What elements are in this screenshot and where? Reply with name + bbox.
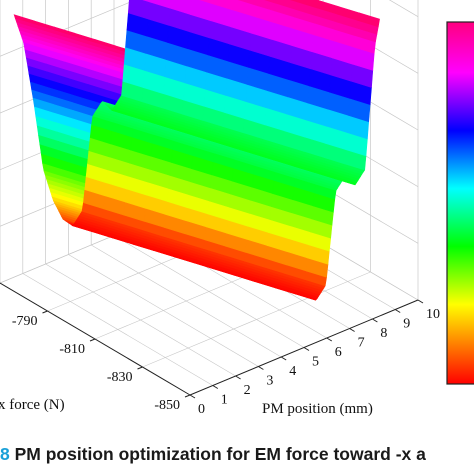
surface-plot <box>13 0 380 301</box>
y-tick-mark <box>89 338 96 342</box>
x-tick-mark <box>258 366 264 370</box>
y-tick-label: -810 <box>59 342 85 357</box>
surface-patch <box>199 0 213 4</box>
surface-patch <box>264 0 277 4</box>
y-tick-mark <box>137 366 143 370</box>
y-tick-label: -830 <box>107 370 133 385</box>
x-tick-mark <box>326 337 333 342</box>
x-tick-label: 7 <box>358 336 365 351</box>
y-tick-mark <box>184 394 191 398</box>
surface-patch <box>169 0 192 15</box>
x-tick-mark <box>372 318 378 323</box>
figure-number: 8 <box>0 444 10 464</box>
colorbar-fill <box>447 22 474 384</box>
x-tick-label: 8 <box>380 326 387 341</box>
caption-text: PM position optimization for EM force to… <box>9 444 426 464</box>
x-tick-label: 2 <box>244 383 251 398</box>
x-tick-mark <box>235 375 241 380</box>
x-tick-label: 1 <box>221 393 228 408</box>
axes <box>0 282 424 399</box>
x-tick-mark <box>212 385 219 389</box>
x-tick-label: 9 <box>403 317 410 332</box>
x-tick-mark <box>280 356 287 361</box>
y-tick-label: -850 <box>154 398 180 413</box>
x-tick-label: 4 <box>289 364 296 379</box>
surface-patch <box>149 0 172 9</box>
colorbar <box>446 21 474 385</box>
y-tick-labels: -70-790-810-830-850 <box>12 314 180 413</box>
x-tick-label: 0 <box>198 402 205 417</box>
surface-patch <box>237 0 256 5</box>
surface-patch <box>211 0 234 11</box>
y-tick-mark <box>42 310 48 314</box>
surface-patch <box>142 0 151 3</box>
y-tick-label: -790 <box>12 314 38 329</box>
y-axis-label: x force (N) <box>0 397 65 413</box>
grid-line <box>142 271 371 368</box>
surface-patch <box>289 0 298 3</box>
x-tick-mark <box>417 299 424 304</box>
surface-patch <box>357 12 380 28</box>
x-tick-mark <box>394 309 401 313</box>
colorbar-frame <box>446 21 474 385</box>
x-tick-label: 3 <box>266 374 273 389</box>
x-tick-mark <box>349 328 355 332</box>
x-axis-label: PM position (mm) <box>262 401 373 417</box>
x-tick-label: 10 <box>426 307 440 322</box>
figure-caption: 8 PM position optimization for EM force … <box>0 438 474 470</box>
x-tick-label: 6 <box>335 345 342 360</box>
x-tick-mark <box>303 347 310 351</box>
x-tick-label: 5 <box>312 355 319 370</box>
x-tick-mark <box>189 394 196 399</box>
